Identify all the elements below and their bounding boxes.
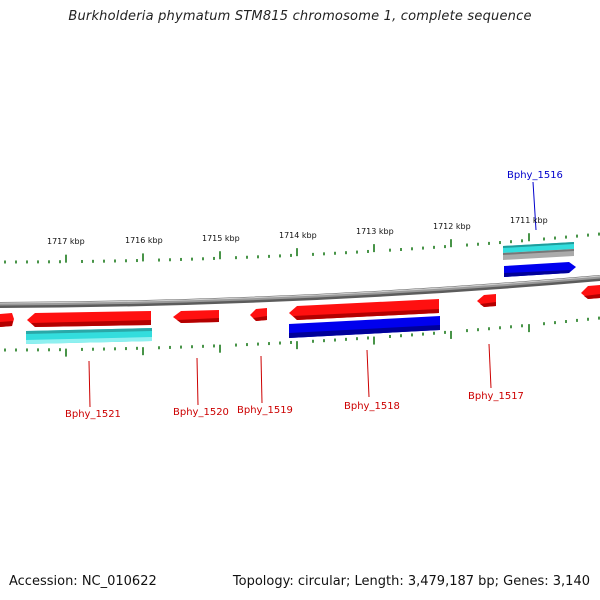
callout-bphy-1519	[260, 355, 263, 404]
gene-block-bphy-1521[interactable]	[27, 311, 151, 327]
gene-block-bphy-1518-cds[interactable]	[289, 316, 440, 338]
gene-block-bphy-1521-cyan[interactable]	[26, 328, 152, 344]
callout-bphy-1521	[88, 360, 91, 408]
gene-label-bphy-1518[interactable]: Bphy_1518	[344, 401, 400, 412]
scale-labels: 1711 kbp 1712 kbp 1713 kbp 1714 kbp 1715…	[47, 216, 548, 246]
scale-label-1711: 1711 kbp	[510, 216, 548, 225]
callout-bphy-1516	[532, 181, 537, 231]
scale-label-1712: 1712 kbp	[433, 222, 471, 231]
gene-label-bphy-1519[interactable]: Bphy_1519	[237, 405, 293, 416]
callout-bphy-1518	[366, 349, 370, 398]
gene-label-bphy-1517[interactable]: Bphy_1517	[468, 391, 524, 402]
callout-lines	[88, 181, 537, 408]
gene-block-bphy-1517[interactable]	[477, 294, 496, 307]
scale-label-1717: 1717 kbp	[47, 237, 85, 246]
gene-block-bphy-1516-cds[interactable]	[504, 262, 576, 277]
chromosome-backbone	[0, 275, 600, 308]
scale-label-1714: 1714 kbp	[279, 231, 317, 240]
gene-block-bphy-1519[interactable]	[250, 308, 267, 321]
gene-label-bphy-1520[interactable]: Bphy_1520	[173, 407, 229, 418]
sequence-summary: Topology: circular; Length: 3,479,187 bp…	[232, 574, 590, 589]
gene-block-red-1[interactable]	[0, 313, 14, 327]
callout-bphy-1517	[488, 343, 492, 389]
map-title: Burkholderia phymatum STM815 chromosome …	[68, 9, 532, 24]
gene-block-bphy-1518[interactable]	[289, 299, 439, 320]
gene-block-bphy-1516-cyan[interactable]	[503, 242, 574, 253]
gene-labels: Bphy_1516 Bphy_1517 Bphy_1518 Bphy_1519 …	[65, 170, 563, 420]
gene-block-bphy-1520[interactable]	[173, 310, 219, 323]
gene-block-red-right[interactable]	[581, 285, 600, 299]
accession-label: Accession: NC_010622	[9, 574, 157, 589]
callout-bphy-1520	[196, 357, 199, 406]
scale-label-1716: 1716 kbp	[125, 236, 163, 245]
gene-label-bphy-1521[interactable]: Bphy_1521	[65, 409, 121, 420]
tick-marks	[4, 232, 600, 357]
gene-block-bphy-1516-grey[interactable]	[503, 249, 574, 260]
scale-label-1713: 1713 kbp	[356, 227, 394, 236]
scale-label-1715: 1715 kbp	[202, 234, 240, 243]
gene-label-bphy-1516[interactable]: Bphy_1516	[507, 170, 563, 181]
